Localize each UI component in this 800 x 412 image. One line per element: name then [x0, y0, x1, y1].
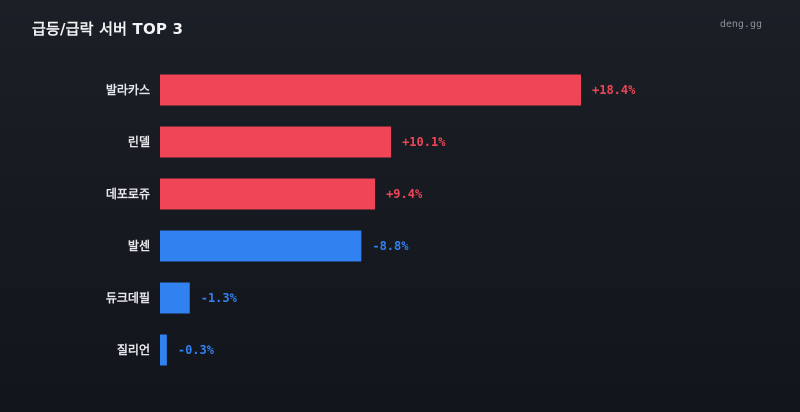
- bar: [160, 334, 167, 366]
- value-label: -0.3%: [178, 343, 215, 357]
- value-label: -1.3%: [201, 291, 238, 305]
- bar: [160, 282, 190, 314]
- category-label: 질리언: [117, 342, 150, 357]
- category-label: 데포로쥬: [106, 187, 150, 201]
- value-label: -8.8%: [372, 239, 409, 253]
- value-label: +10.1%: [402, 135, 446, 149]
- category-label: 듀크데필: [106, 290, 150, 305]
- category-label: 린델: [128, 134, 150, 149]
- bar: [160, 126, 392, 158]
- value-label: +9.4%: [386, 187, 423, 201]
- category-label: 발센: [128, 238, 150, 253]
- brand-label: deng.gg: [719, 19, 762, 30]
- bar: [160, 178, 376, 210]
- bar: [160, 74, 581, 106]
- chart-title: 급등/급락 서버 TOP 3: [32, 20, 184, 38]
- category-label: 발라카스: [106, 82, 150, 97]
- value-label: +18.4%: [592, 83, 636, 97]
- bar: [160, 230, 362, 262]
